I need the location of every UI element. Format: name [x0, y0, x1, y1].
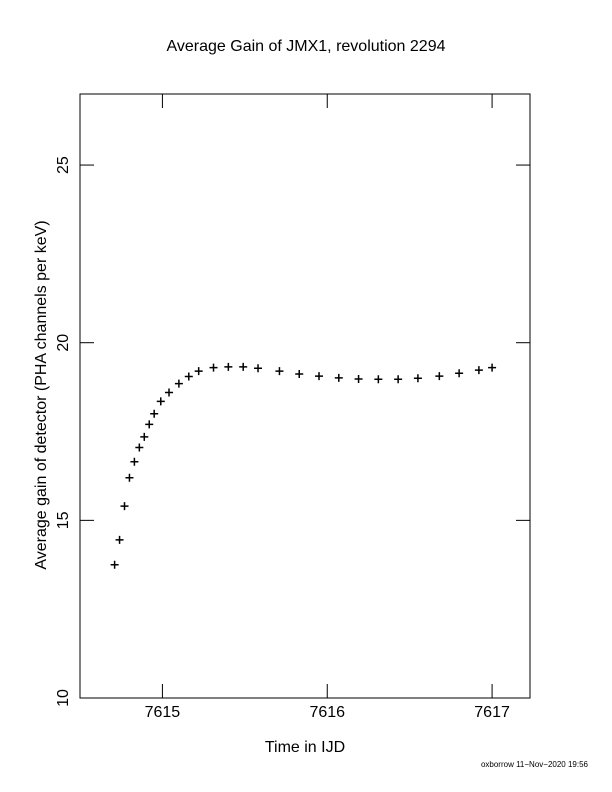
x-tick-label: 7616 [309, 704, 345, 721]
chart-title: Average Gain of JMX1, revolution 2294 [167, 38, 446, 55]
y-tick-label: 20 [55, 334, 72, 352]
point [209, 363, 218, 372]
point [120, 502, 129, 511]
point [165, 388, 174, 397]
point [488, 363, 497, 372]
y-tick-label: 10 [55, 689, 72, 707]
point [130, 457, 139, 466]
point [334, 373, 343, 382]
point [140, 432, 149, 441]
point [254, 364, 263, 373]
x-tick-label: 7615 [145, 704, 181, 721]
point [115, 535, 124, 544]
x-axis-label: Time in IJD [265, 739, 345, 756]
point [394, 375, 403, 384]
point [174, 379, 183, 388]
point [224, 362, 233, 371]
x-tick-label: 7617 [474, 704, 510, 721]
point [435, 372, 444, 381]
point [295, 369, 304, 378]
plot-frame [79, 93, 531, 699]
point [135, 443, 144, 452]
point [474, 366, 483, 375]
point [354, 374, 363, 383]
point [125, 473, 134, 482]
point [150, 409, 159, 418]
point [413, 374, 422, 383]
footer: oxborrow 11−Nov−2020 19:56 [481, 760, 589, 769]
point [110, 560, 119, 569]
y-tick-label: 15 [55, 511, 72, 529]
point [194, 367, 203, 376]
point [184, 372, 193, 381]
point [374, 375, 383, 384]
point [239, 362, 248, 371]
point [275, 367, 284, 376]
point [156, 397, 165, 406]
point [145, 420, 154, 429]
y-tick-label: 25 [55, 156, 72, 174]
y-axis-label: Average gain of detector (PHA channels p… [33, 220, 50, 569]
point [455, 369, 464, 378]
point [315, 372, 324, 381]
